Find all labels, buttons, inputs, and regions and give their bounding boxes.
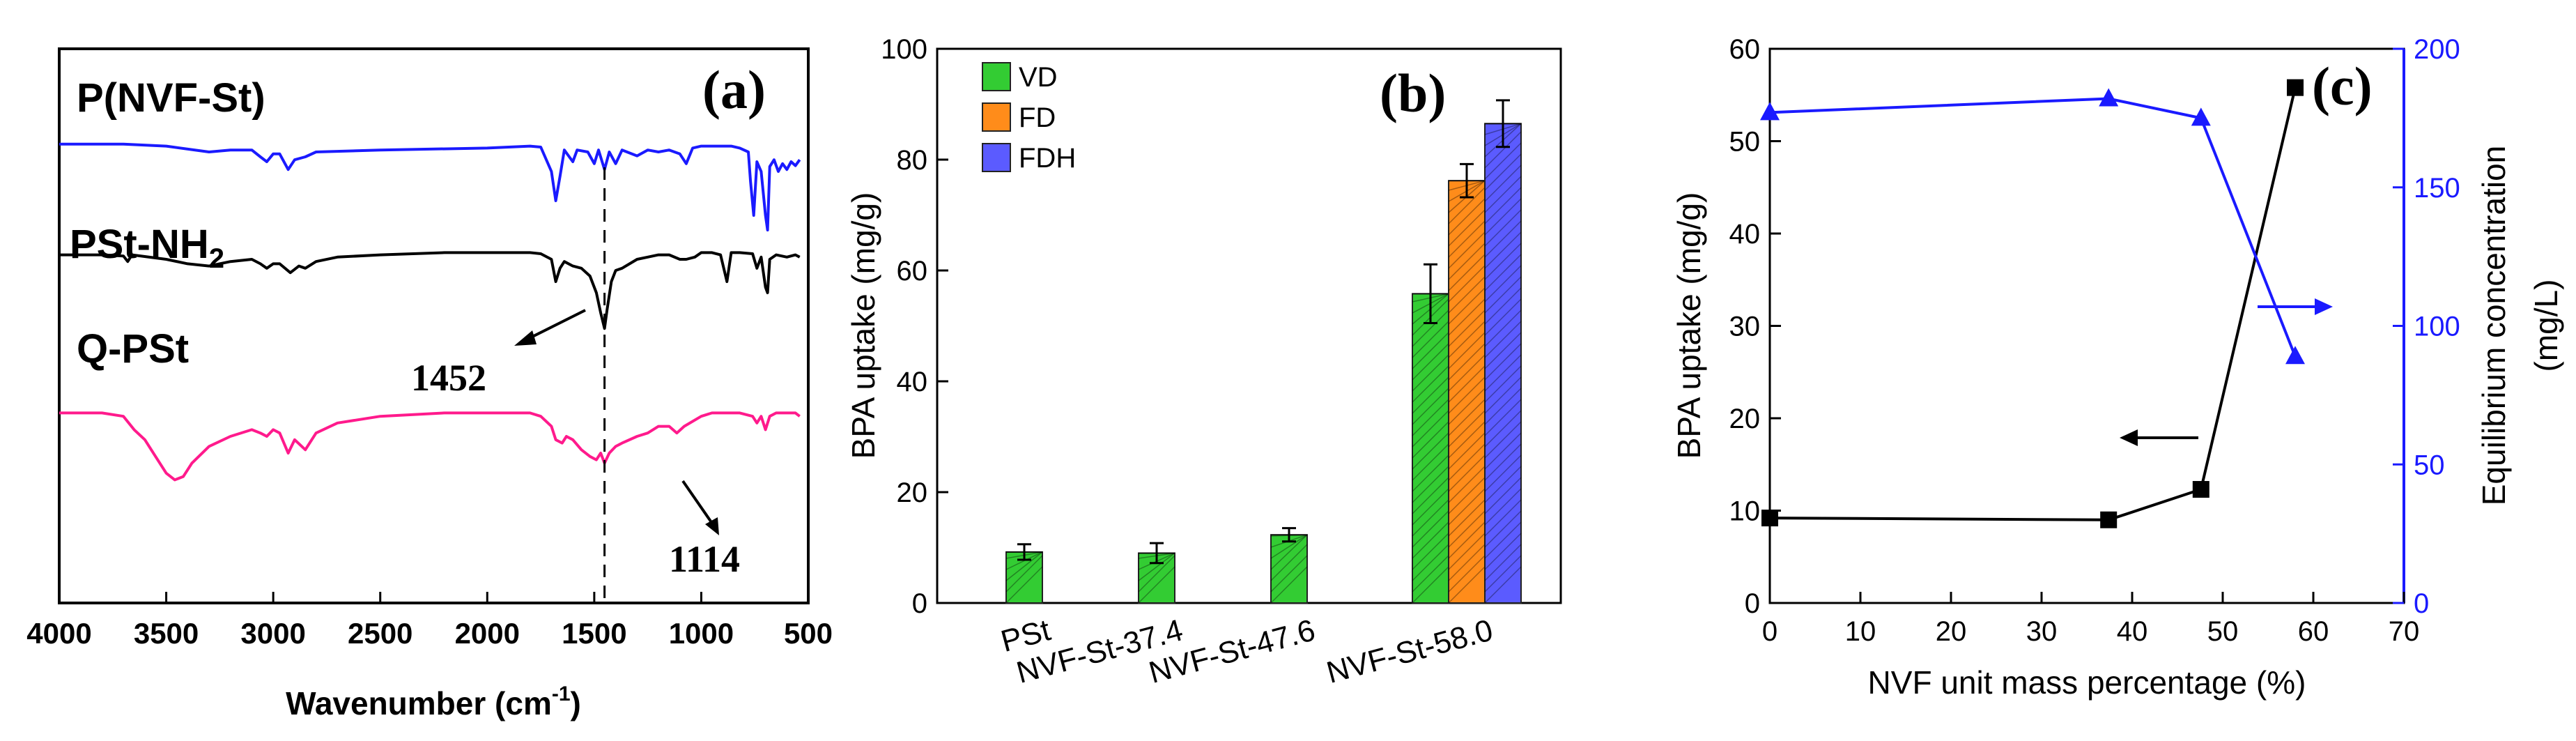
- x-tick-label-c: 70: [2389, 616, 2420, 647]
- legend-swatch-fd: [982, 102, 1011, 132]
- bar-vd-nvf-st-47-6: [1270, 534, 1308, 604]
- x-tick-label-c: 40: [2117, 616, 2148, 647]
- y-axis-title-c: BPA uptake (mg/g): [1671, 192, 1707, 459]
- x-tick-label-c: 50: [2207, 616, 2239, 647]
- y2-tick-label-c: 200: [2414, 34, 2460, 65]
- legend-label-fd: FD: [1019, 102, 1056, 133]
- y2-tick-label-c: 100: [2414, 312, 2460, 342]
- spectrum-q-pst: [59, 411, 801, 482]
- legend-swatch-vd: [982, 62, 1011, 91]
- x-tick-label-c: 30: [2026, 616, 2058, 647]
- plot-frame-b: [936, 47, 1562, 604]
- data-point-triangle: [2285, 346, 2305, 365]
- series-c: [1760, 79, 2305, 528]
- x-tick-label-c: 60: [2298, 616, 2329, 647]
- x-tick-label-a: 1000: [669, 617, 734, 650]
- bar-fdh-nvf-st-58-0: [1484, 123, 1522, 604]
- x-tick-label-a: 4000: [26, 617, 91, 650]
- x-tick-label-a: 3000: [240, 617, 305, 650]
- x-axis-title-c: NVF unit mass percentage (%): [1868, 664, 2306, 701]
- bar-hatch: [1448, 180, 1486, 604]
- y-tick-label-c: 30: [1729, 312, 1761, 342]
- y2-axis-title-line1: Equilibrium concentration: [2476, 146, 2512, 506]
- arrow-head-1452: [514, 330, 537, 346]
- series-line-right: [1769, 97, 2297, 357]
- y-axis-title-b: BPA uptake (mg/g): [845, 192, 881, 459]
- arrow-head-1114: [705, 517, 719, 535]
- legend-label-fdh: FDH: [1019, 143, 1076, 174]
- legend-label-vd: VD: [1019, 62, 1058, 93]
- panel-label-a: (a): [702, 59, 766, 120]
- y-tick-label-b: 60: [897, 256, 928, 287]
- spectra: [59, 142, 801, 482]
- bars: [1005, 99, 1522, 604]
- y-tick-label-b: 100: [881, 34, 927, 65]
- y-tick-label-c: 60: [1729, 34, 1761, 65]
- x-tick-label-a: 2000: [455, 617, 520, 650]
- x-axis-ticks-a: 4000 3500 3000 2500 2000 1500 1000 500: [26, 592, 833, 650]
- right-axis-arrow-head: [2315, 298, 2333, 315]
- plot-frame-a: [58, 47, 810, 604]
- data-point-square: [2100, 511, 2118, 528]
- series-line-left: [1769, 87, 2297, 521]
- line-panel: 0 10 20 30 40 50 60 700102030405060050100150200…: [1671, 34, 2564, 701]
- y-tick-label-b: 40: [897, 367, 928, 397]
- annotation-arrow-1114: [681, 480, 716, 528]
- panel-label-c: (c): [2312, 56, 2373, 116]
- series-label-q-pst: Q-PSt: [77, 326, 189, 372]
- x-tick-label-c: 20: [1936, 616, 1967, 647]
- x-tick-label-a: 2500: [348, 617, 412, 650]
- spectrum-pst-nh2: [59, 251, 801, 330]
- legend-b: VD FD FDH: [982, 62, 1076, 174]
- y-axis-ticks-b: 0 20 40 60 80 100: [881, 34, 948, 619]
- bar-hatch: [1484, 123, 1522, 604]
- data-point-triangle: [2099, 88, 2119, 107]
- x-axis-title-a: Wavenumber (cm-1): [286, 682, 581, 721]
- spectrum-p-nvf-st-: [59, 142, 801, 231]
- data-point-triangle: [1760, 102, 1780, 121]
- y2-tick-label-c: 150: [2414, 173, 2460, 204]
- bar-fd-nvf-st-58-0: [1448, 180, 1486, 604]
- ftir-panel: 4000 3500 3000 2500 2000 1500 1000 500 P(NVF-St…: [26, 47, 833, 721]
- x-tick-label-a: 3500: [134, 617, 199, 650]
- annotation-1114: 1114: [669, 538, 740, 580]
- y-tick-label-b: 0: [912, 588, 927, 619]
- x-tick-label-a: 500: [784, 617, 833, 650]
- y2-tick-label-c: 0: [2414, 588, 2429, 619]
- y-tick-label-c: 50: [1729, 127, 1761, 158]
- panel-label-b: (b): [1380, 63, 1446, 123]
- data-point-square: [2287, 79, 2304, 96]
- x-tick-label-a: 1500: [562, 617, 626, 650]
- y-tick-label-b: 20: [897, 478, 928, 508]
- y-tick-label-c: 0: [1745, 588, 1760, 619]
- data-point-square: [1761, 510, 1778, 527]
- data-point-square: [2192, 481, 2209, 498]
- y-tick-label-c: 40: [1729, 219, 1761, 250]
- y-tick-label-c: 20: [1729, 404, 1761, 434]
- series-label-pnvf-st: P(NVF-St): [77, 75, 265, 121]
- x-tick-label-c: 10: [1845, 616, 1876, 647]
- legend-swatch-fdh: [982, 143, 1011, 172]
- bar-vd-nvf-st-58-0: [1412, 293, 1449, 604]
- y-tick-label-b: 80: [897, 145, 928, 176]
- y2-axis-title-line2: (mg/L): [2528, 280, 2564, 372]
- annotation-1452: 1452: [411, 357, 486, 399]
- y2-tick-label-c: 50: [2414, 450, 2445, 480]
- series-label-pst-nh2: PSt-NH2: [70, 222, 224, 274]
- y-tick-label-c: 10: [1729, 496, 1761, 527]
- left-axis-arrow-head: [2120, 429, 2138, 446]
- data-point-triangle: [2191, 107, 2211, 126]
- x-tick-label-c: 0: [1762, 616, 1777, 647]
- x-category-label-b: NVF-St-58.0: [1323, 613, 1497, 690]
